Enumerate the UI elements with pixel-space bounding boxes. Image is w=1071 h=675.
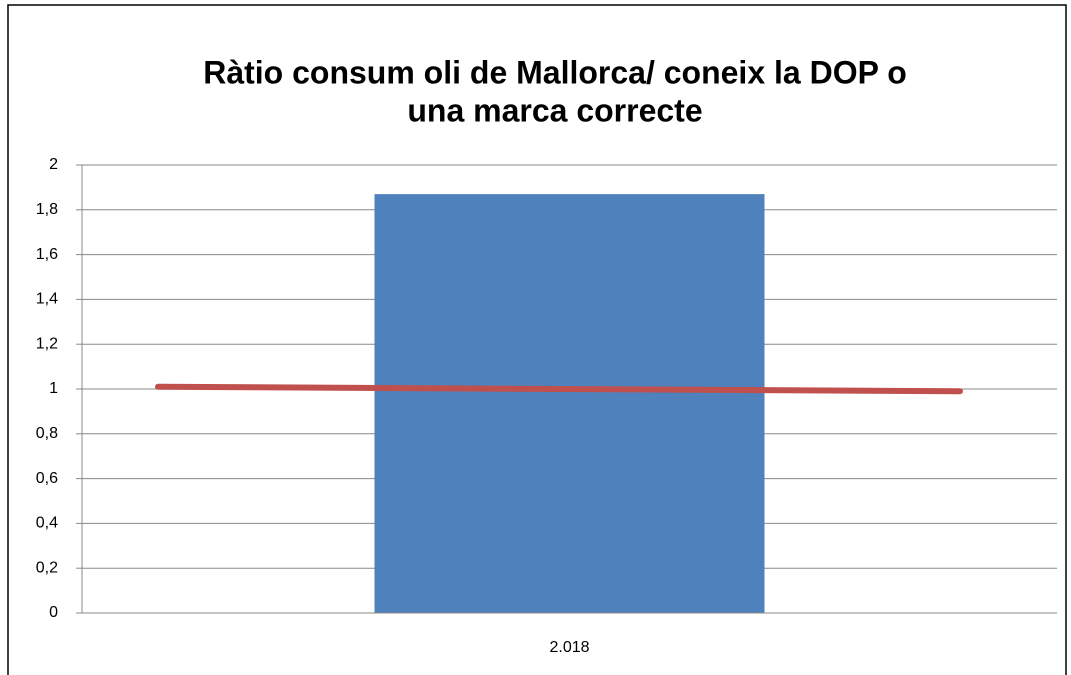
y-tick-label: 1,6	[36, 246, 58, 263]
y-tick-label: 0,8	[36, 425, 58, 442]
chart-title: Ràtio consum oli de Mallorca/ coneix la …	[203, 54, 907, 90]
y-tick-label: 0,6	[36, 470, 58, 487]
y-tick-label: 1,8	[36, 201, 58, 218]
y-tick-label: 1,2	[36, 335, 58, 352]
reference-line	[155, 383, 963, 395]
bar	[374, 194, 765, 613]
y-tick-label: 1	[49, 380, 58, 397]
y-tick-label: 0,2	[36, 559, 58, 576]
y-tick-label: 0	[49, 604, 58, 621]
x-tick-label: 2.018	[549, 639, 589, 656]
y-tick-label: 0,4	[36, 515, 58, 532]
y-tick-label: 1,4	[36, 291, 58, 308]
y-tick-label: 2	[49, 156, 58, 173]
chart-title: una marca correcte	[407, 92, 702, 128]
